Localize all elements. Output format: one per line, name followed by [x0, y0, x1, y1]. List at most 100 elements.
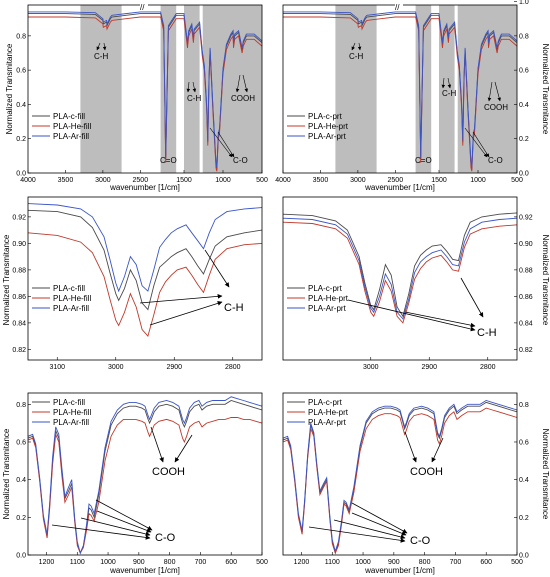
y-tick-label: 0.92 — [12, 214, 26, 221]
legend-label-ar: PLA-Ar-fill — [53, 418, 89, 427]
annotation-co: C-O — [488, 156, 503, 165]
axis-ticks: 0.82 0.84 0.86 0.88 0.90 0.92 3000 2900 2800 — [363, 214, 533, 371]
y-tick-label: 1.0 — [519, 0, 529, 6]
annotations: C-H — [347, 277, 497, 339]
y-tick-label: 0.6 — [519, 439, 529, 446]
legend: PLA-c-prt PLA-He-prt PLA-Ar-prt — [287, 112, 349, 141]
series-pla-ar-prt — [282, 400, 518, 553]
series-pla-ar-prt — [283, 11, 518, 168]
spectra-traces — [27, 203, 263, 338]
legend-label-c: PLA-c-prt — [308, 398, 343, 407]
y-tick-label: 0.4 — [519, 102, 529, 109]
x-tick-label: 1000 — [355, 559, 371, 566]
y-tick-label: 0.4 — [519, 477, 529, 484]
series-pla-he-fill — [27, 232, 263, 338]
series-pla-ar-prt — [282, 217, 518, 320]
y-tick-label: 0.2 — [519, 136, 529, 143]
x-tick-label: 4000 — [20, 177, 36, 184]
y-tick-label: 0.8 — [16, 33, 26, 40]
series-pla-he-prt — [282, 221, 518, 324]
axis-ticks: 0.0 0.2 0.4 0.6 0.8 1200 1100 1000 900 800 700 600 5… — [16, 402, 268, 566]
legend-label-he: PLA-He-prt — [308, 122, 349, 131]
x-tick-label: 3000 — [108, 364, 124, 371]
annotation-co-double: C=O — [415, 156, 432, 165]
x-tick-label: 1000 — [100, 559, 116, 566]
y-axis-label: Normalized Transmitance — [5, 43, 14, 134]
x-tick-label: 1000 — [470, 177, 486, 184]
axis-ticks: 0.0 0.2 0.4 0.6 0.8 1200 1100 1000 900 800 700 600 5… — [294, 402, 529, 566]
annotation-co-double: C=O — [160, 156, 177, 165]
annotation-ch-2: C-H — [187, 94, 201, 103]
series-pla-ar-fill — [27, 203, 263, 293]
shaded-band — [80, 5, 122, 173]
x-tick-label: 3500 — [313, 177, 329, 184]
shaded-regions — [80, 5, 262, 173]
legend-label-ar: PLA-Ar-fill — [53, 132, 89, 141]
x-tick-label: 1500 — [176, 177, 192, 184]
x-tick-label: 600 — [480, 559, 492, 566]
x-tick-label: 1000 — [215, 177, 231, 184]
series-pla-he-fill — [27, 417, 263, 555]
series-pla-c-fill — [27, 209, 263, 311]
axis-break-mark: // — [140, 3, 145, 12]
x-tick-label: 3500 — [58, 177, 74, 184]
x-tick-label: 500 — [256, 177, 268, 184]
legend-label-c: PLA-c-fill — [53, 398, 85, 407]
y-tick-label: 0.0 — [16, 553, 26, 560]
x-tick-label: 700 — [450, 559, 462, 566]
annotation-ch-1: C-H — [349, 52, 363, 61]
legend-label-he: PLA-He-prt — [308, 294, 349, 303]
annotation-ch-2: C-H — [442, 89, 456, 98]
x-tick-label: 2900 — [421, 364, 437, 371]
spectra-traces — [282, 400, 518, 555]
x-tick-label: 500 — [511, 559, 523, 566]
legend-label-he: PLA-He-fill — [53, 122, 91, 131]
legend-label-ar: PLA-Ar-prt — [308, 304, 347, 313]
panel-fp-fill: 0.0 0.2 0.4 0.6 0.8 1200 1100 1000 900 800 700 600 5… — [2, 392, 268, 575]
annotation-co: C-O — [155, 532, 176, 544]
x-tick-label: 500 — [256, 559, 268, 566]
legend-label-he: PLA-He-fill — [53, 408, 91, 417]
x-tick-label: 2900 — [166, 364, 182, 371]
x-tick-label: 3000 — [350, 177, 366, 184]
annotations: C-H C=O C-H COOH C-O — [349, 42, 508, 165]
panel-overview-prt: 0.0 0.2 0.4 0.6 0.8 1.0 4000 3500 3000 2500 1500 10… — [275, 0, 550, 192]
legend: PLA-c-fill PLA-He-fill PLA-Ar-fill — [32, 398, 91, 427]
y-tick-label: 0.92 — [519, 214, 533, 221]
y-axis-label: Normalized Transmitance — [2, 428, 11, 519]
y-tick-label: 0.8 — [16, 402, 26, 409]
x-axis-label: wavenumber [1/cm] — [364, 183, 435, 192]
y-tick-label: 0.6 — [16, 68, 26, 75]
axis-ticks: 0.0 0.2 0.4 0.6 0.8 4000 3500 3000 2500 1500 1000 5… — [16, 33, 268, 184]
shaded-band — [160, 5, 177, 173]
legend: PLA-c-fill PLA-He-fill PLA-Ar-fill — [32, 112, 91, 141]
x-tick-label: 700 — [195, 559, 207, 566]
y-tick-label: 0.84 — [519, 320, 533, 327]
legend-label-ar: PLA-Ar-prt — [308, 132, 347, 141]
y-axis-label: Normalized Transmitance — [2, 234, 11, 325]
y-tick-label: 0.6 — [519, 68, 529, 75]
annotation-cooh: COOH — [231, 94, 255, 103]
spectra-traces — [282, 212, 518, 324]
axis-break-mask — [140, 2, 148, 10]
annotations: COOH C-O — [51, 426, 193, 544]
y-axis-label: Normalized Transmitance — [541, 44, 550, 135]
annotation-cooh: COOH — [152, 466, 185, 478]
x-axis-label: wavenumber [1/cm] — [109, 566, 180, 575]
y-tick-label: 0.2 — [519, 515, 529, 522]
panel-ch-prt: 0.82 0.84 0.86 0.88 0.90 0.92 3000 2900 2800 Nor… — [282, 196, 550, 371]
y-tick-label: 0.8 — [519, 402, 529, 409]
series-pla-ar-fill — [28, 11, 263, 168]
x-tick-label: 4000 — [275, 177, 291, 184]
shaded-regions — [335, 5, 517, 173]
y-tick-label: 0.4 — [16, 477, 26, 484]
plot-frame — [282, 392, 518, 556]
x-tick-label: 3000 — [95, 177, 111, 184]
axis-ticks: 0.0 0.2 0.4 0.6 0.8 1.0 4000 3500 3000 2500 1500 10… — [275, 0, 529, 184]
legend-label-he: PLA-He-fill — [53, 294, 91, 303]
y-tick-label: 0.4 — [16, 102, 26, 109]
x-tick-label: 500 — [511, 177, 523, 184]
y-axis-label: Normalized Transmitance — [541, 235, 550, 326]
series-pla-ar-fill — [27, 396, 263, 555]
x-tick-label: 2800 — [225, 364, 241, 371]
